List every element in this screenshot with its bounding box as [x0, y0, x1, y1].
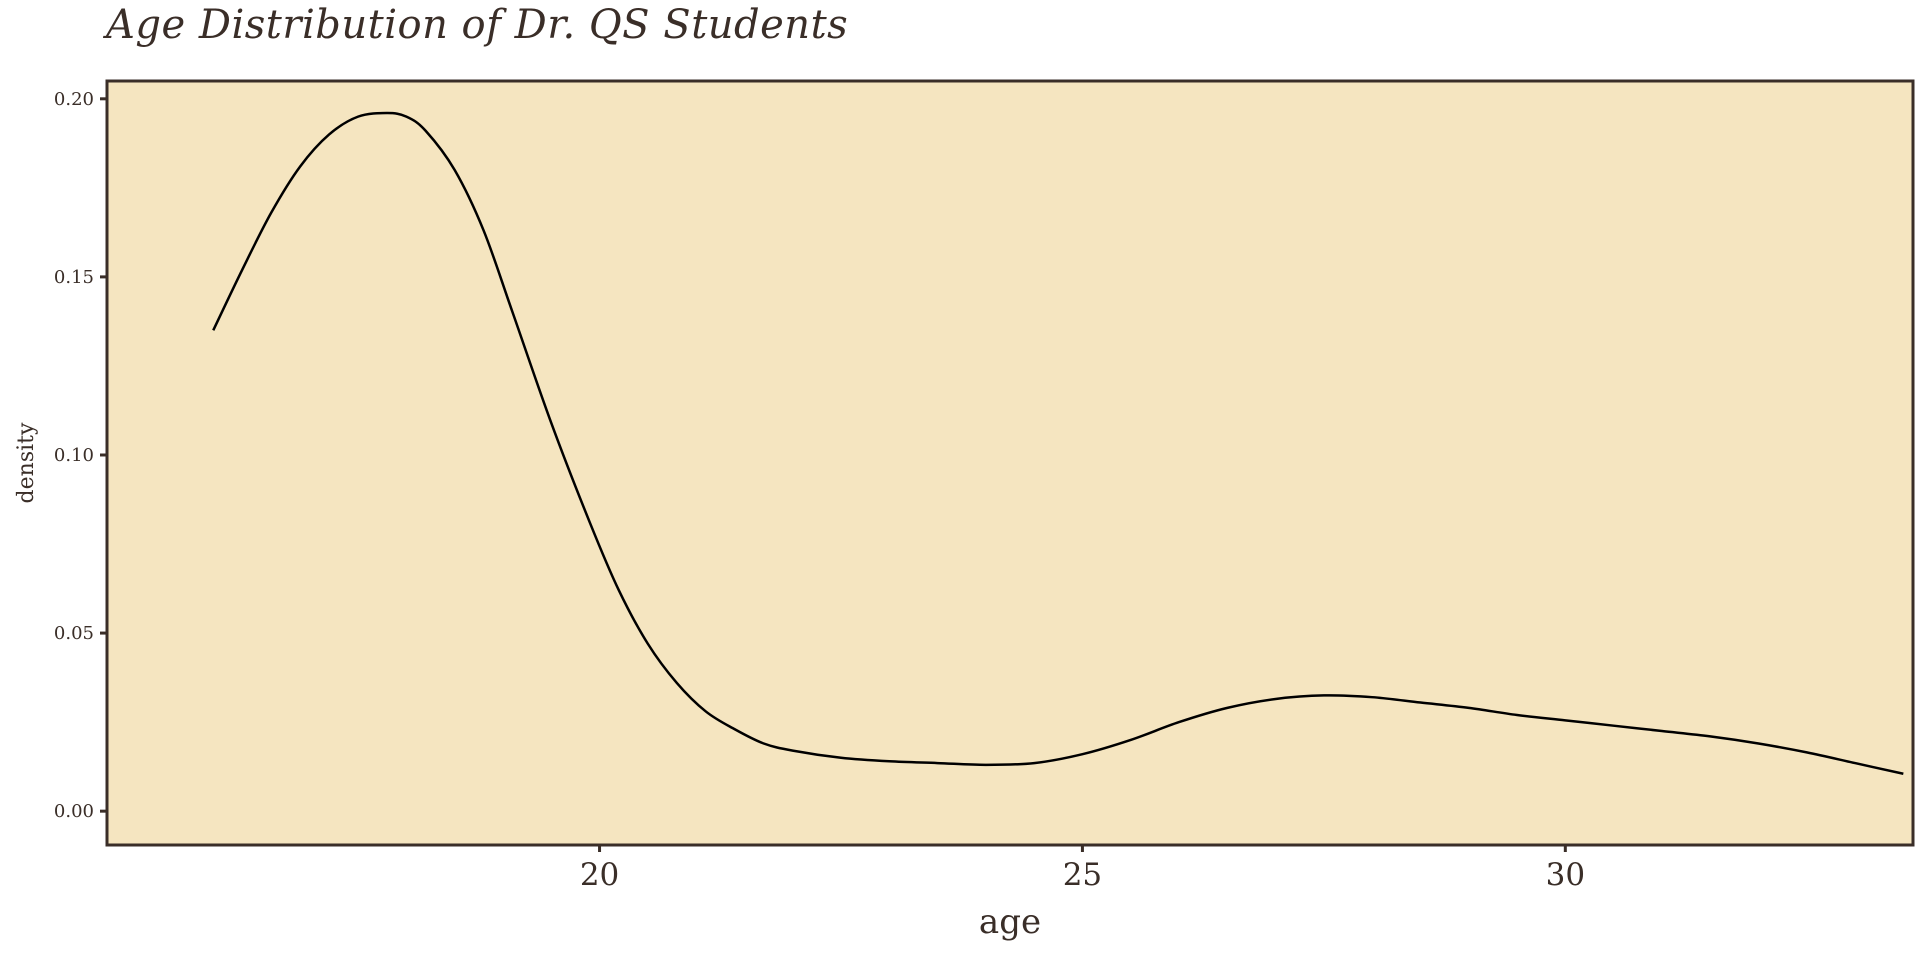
- y-axis-title: density: [14, 422, 39, 503]
- y-axis: 0.00 0.05 0.10 0.15 0.20: [54, 89, 107, 822]
- chart-title: Age Distribution of Dr. QS Students: [106, 2, 849, 48]
- plot-panel: [105, 79, 1915, 847]
- x-tick-label: 30: [1546, 857, 1585, 893]
- density-curve: [212, 111, 1904, 775]
- x-axis: 20 25 30: [580, 845, 1585, 893]
- y-tick-label: 0.20: [54, 89, 94, 110]
- y-tick-label: 0.15: [54, 267, 94, 288]
- y-tick-label: 0.00: [54, 801, 94, 822]
- x-tick-label: 20: [580, 857, 619, 893]
- y-tick-label: 0.10: [54, 445, 94, 466]
- x-axis-title: age: [979, 902, 1041, 942]
- y-tick-label: 0.05: [54, 623, 94, 644]
- x-tick-label: 25: [1063, 857, 1102, 893]
